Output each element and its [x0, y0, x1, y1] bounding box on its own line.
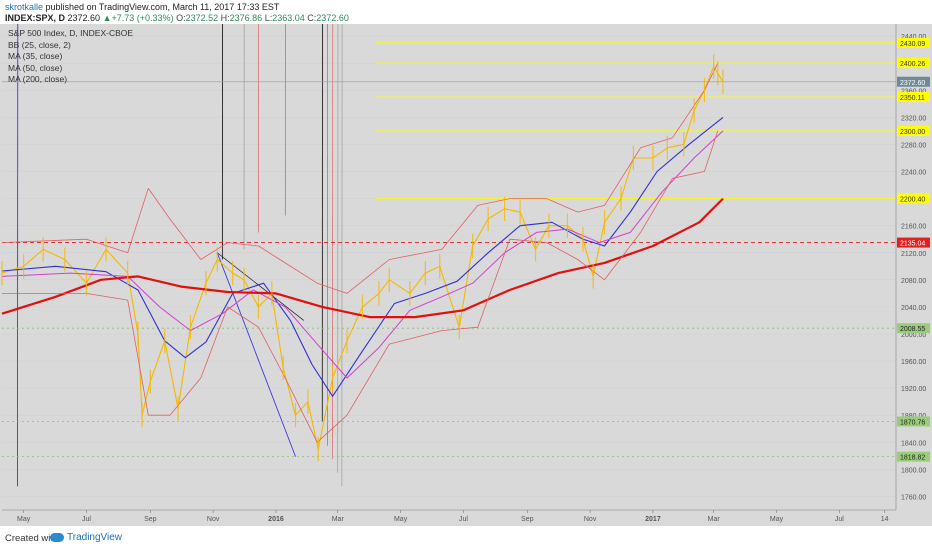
y-tick-label: 2360.00: [901, 88, 926, 95]
level-badge: [897, 451, 930, 462]
legend-bb: BB (25, close, 2): [8, 39, 71, 50]
pitchfork-median-start: [217, 252, 304, 321]
tradingview-brand: TradingView: [67, 532, 123, 543]
y-tick-label: 2040.00: [901, 305, 926, 312]
high-value: 2376.86: [229, 13, 263, 23]
series-line: [1, 63, 719, 294]
y-tick-label: 2440.00: [901, 34, 926, 41]
last-price: 2372.60: [67, 13, 101, 23]
y-tick-label: 2280.00: [901, 142, 926, 149]
chart-header: skrotkalle published on TradingView.com,…: [0, 0, 932, 24]
level-badge-label: 2372.60: [900, 80, 925, 87]
low-value: 2363.04: [272, 13, 305, 23]
y-tick-label: 2120.00: [901, 251, 926, 258]
level-badge-label: 1818.82: [900, 455, 925, 462]
published-text: published on TradingView.com, March 11, …: [45, 2, 280, 12]
y-tick-label: 1840.00: [901, 440, 926, 447]
x-tick-label: Jul: [835, 516, 844, 523]
open-value: 2372.52: [185, 13, 219, 23]
level-badge-label: 2200.40: [900, 196, 925, 203]
y-axis-panel: [896, 24, 932, 526]
level-badge-label: 2135.04: [900, 241, 925, 248]
level-badge: [897, 125, 930, 136]
level-badge: [897, 323, 930, 334]
level-badge-label: 2008.55: [900, 326, 925, 333]
x-tick-label: Mar: [708, 516, 721, 523]
level-badge-label: 2400.26: [900, 61, 925, 68]
series-line: [1, 130, 724, 379]
legend-ma50: MA (50, close): [8, 62, 63, 73]
y-tick-label: 1760.00: [901, 494, 926, 501]
plot-background: [0, 24, 896, 510]
created-with-text: Created with: [5, 533, 59, 544]
x-tick-label: Nov: [207, 516, 220, 523]
y-tick-label: 1800.00: [901, 467, 926, 474]
x-tick-label: Sep: [521, 516, 534, 523]
level-badge: [897, 416, 930, 427]
pitchfork-handle: [216, 252, 296, 457]
y-tick-label: 1920.00: [901, 386, 926, 393]
level-badge-label: 2300.00: [900, 129, 925, 136]
level-badge: [897, 76, 930, 87]
level-badge-label: 2350.11: [900, 95, 925, 102]
legend-ma200: MA (200, close): [8, 74, 68, 84]
x-tick-label: Jul: [459, 516, 468, 523]
level-badge-label: 2430.09: [900, 41, 925, 48]
tradingview-cloud-icon: [50, 532, 64, 542]
x-tick-label: May: [770, 516, 784, 523]
legend-title: S&P 500 Index, D, INDEX-CBOE: [8, 28, 134, 38]
y-tick-label: 1960.00: [901, 359, 926, 366]
x-tick-label: Mar: [332, 516, 345, 523]
footer: Created with TradingView: [0, 528, 932, 550]
x-tick-label: Nov: [584, 516, 597, 523]
y-tick-label: 2000.00: [901, 332, 926, 339]
publish-line: skrotkalle published on TradingView.com,…: [5, 2, 279, 12]
y-tick-label: 2240.00: [901, 170, 926, 177]
x-tick-label: 2017: [645, 516, 661, 523]
close-value: 2372.60: [316, 13, 349, 23]
up-arrow-icon: ▲: [102, 13, 112, 23]
level-badge: [897, 37, 930, 48]
chart-area[interactable]: 1760.001800.001840.001880.001920.001960.…: [0, 24, 932, 526]
level-badge-label: 1870.76: [900, 419, 925, 426]
chart-legend: S&P 500 Index, D, INDEX-CBOE BB (25, clo…: [8, 28, 133, 86]
author-link[interactable]: skrotkalle: [5, 2, 44, 12]
level-badge: [897, 193, 930, 204]
series-line: [1, 197, 724, 319]
tradingview-logo[interactable]: TradingView: [50, 532, 122, 543]
x-tick-label: Sep: [144, 516, 157, 523]
symbol-line: INDEX:SPX, D 2372.60 ▲+7.73 (+0.33%) O:2…: [5, 13, 349, 23]
price-chart[interactable]: 1760.001800.001840.001880.001920.001960.…: [0, 24, 932, 526]
close-label: C:: [307, 13, 317, 23]
x-tick-label: 14: [881, 516, 889, 523]
y-tick-label: 2320.00: [901, 115, 926, 122]
legend-ma35: MA (35, close): [8, 51, 63, 61]
x-tick-label: May: [394, 516, 408, 523]
level-badge: [897, 91, 930, 102]
high-label: H:: [220, 13, 230, 23]
level-badge: [897, 58, 930, 69]
y-tick-label: 2160.00: [901, 224, 926, 231]
open-label: O:: [176, 13, 186, 23]
symbol-name: INDEX:SPX, D: [5, 13, 66, 23]
series-line: [2, 130, 719, 443]
level-badge: [897, 237, 930, 248]
y-tick-label: 2080.00: [901, 278, 926, 285]
series-line: [1, 66, 724, 450]
low-label: L:: [264, 13, 273, 23]
x-tick-label: 2016: [268, 516, 284, 523]
x-tick-label: May: [17, 516, 31, 523]
price-change: +7.73 (+0.33%): [111, 13, 174, 23]
x-tick-label: Jul: [82, 516, 91, 523]
